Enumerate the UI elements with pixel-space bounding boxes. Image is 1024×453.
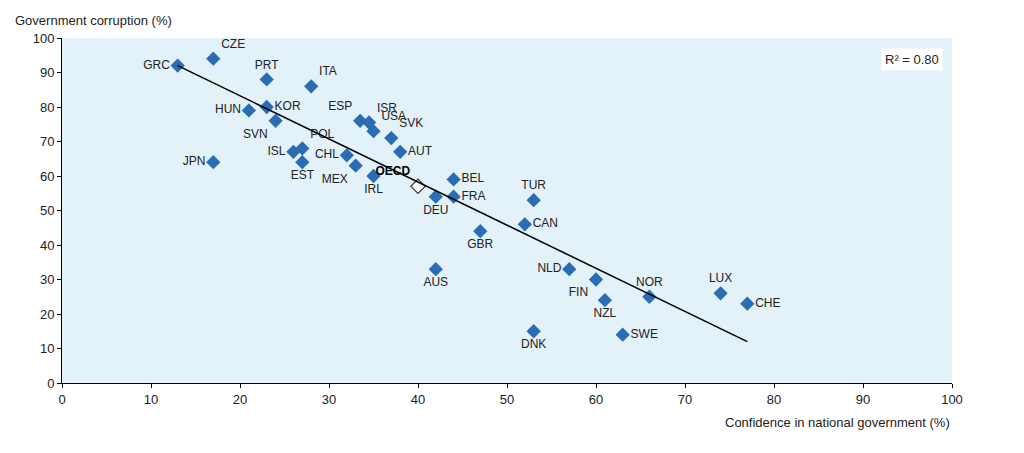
svg-text:CHE: CHE: [755, 296, 780, 310]
svg-text:ISL: ISL: [268, 144, 286, 158]
svg-text:IRL: IRL: [364, 182, 383, 196]
svg-text:60: 60: [40, 169, 54, 184]
svg-text:70: 70: [678, 392, 692, 407]
svg-text:EST: EST: [291, 168, 315, 182]
svg-text:JPN: JPN: [183, 154, 206, 168]
svg-text:70: 70: [40, 134, 54, 149]
svg-text:50: 50: [500, 392, 514, 407]
svg-text:100: 100: [941, 392, 963, 407]
svg-text:CAN: CAN: [533, 216, 558, 230]
svg-text:FIN: FIN: [569, 285, 588, 299]
svg-text:10: 10: [144, 392, 158, 407]
svg-text:Government corruption (%): Government corruption (%): [15, 13, 172, 28]
svg-text:0: 0: [47, 376, 54, 391]
svg-text:90: 90: [856, 392, 870, 407]
svg-text:30: 30: [40, 272, 54, 287]
svg-text:SVN: SVN: [243, 127, 268, 141]
svg-text:SWE: SWE: [631, 327, 658, 341]
svg-text:20: 20: [233, 392, 247, 407]
svg-text:DEU: DEU: [423, 203, 448, 217]
svg-text:50: 50: [40, 203, 54, 218]
svg-text:AUT: AUT: [408, 144, 433, 158]
svg-text:60: 60: [589, 392, 603, 407]
svg-text:ESP: ESP: [328, 99, 352, 113]
svg-text:LUX: LUX: [709, 271, 732, 285]
svg-text:0: 0: [58, 392, 65, 407]
svg-text:Confidence in national governm: Confidence in national government (%): [725, 415, 950, 430]
svg-text:BEL: BEL: [461, 171, 484, 185]
svg-text:90: 90: [40, 65, 54, 80]
svg-text:POL: POL: [310, 127, 334, 141]
svg-text:MEX: MEX: [322, 172, 348, 186]
svg-text:100: 100: [33, 31, 55, 46]
svg-text:80: 80: [767, 392, 781, 407]
svg-text:80: 80: [40, 100, 54, 115]
svg-text:DNK: DNK: [521, 337, 546, 351]
svg-text:ISR: ISR: [377, 101, 397, 115]
svg-text:USA: USA: [381, 109, 406, 123]
svg-text:PRT: PRT: [255, 58, 279, 72]
svg-text:NOR: NOR: [636, 275, 663, 289]
svg-text:NZL: NZL: [594, 306, 617, 320]
svg-text:GBR: GBR: [467, 237, 493, 251]
svg-text:KOR: KOR: [275, 99, 301, 113]
svg-text:CHL: CHL: [315, 147, 339, 161]
svg-text:NLD: NLD: [537, 261, 561, 275]
svg-text:OECD: OECD: [375, 164, 410, 178]
svg-text:R² = 0.80: R² = 0.80: [885, 52, 939, 67]
svg-text:SVK: SVK: [399, 116, 423, 130]
svg-text:GRC: GRC: [143, 58, 170, 72]
svg-text:AUS: AUS: [423, 275, 448, 289]
svg-text:ITA: ITA: [319, 64, 337, 78]
svg-text:40: 40: [411, 392, 425, 407]
svg-text:40: 40: [40, 238, 54, 253]
svg-text:20: 20: [40, 307, 54, 322]
svg-text:30: 30: [322, 392, 336, 407]
svg-text:10: 10: [40, 341, 54, 356]
svg-text:CZE: CZE: [221, 37, 245, 51]
svg-text:TUR: TUR: [521, 178, 546, 192]
svg-text:FRA: FRA: [461, 189, 485, 203]
svg-text:HUN: HUN: [215, 102, 241, 116]
